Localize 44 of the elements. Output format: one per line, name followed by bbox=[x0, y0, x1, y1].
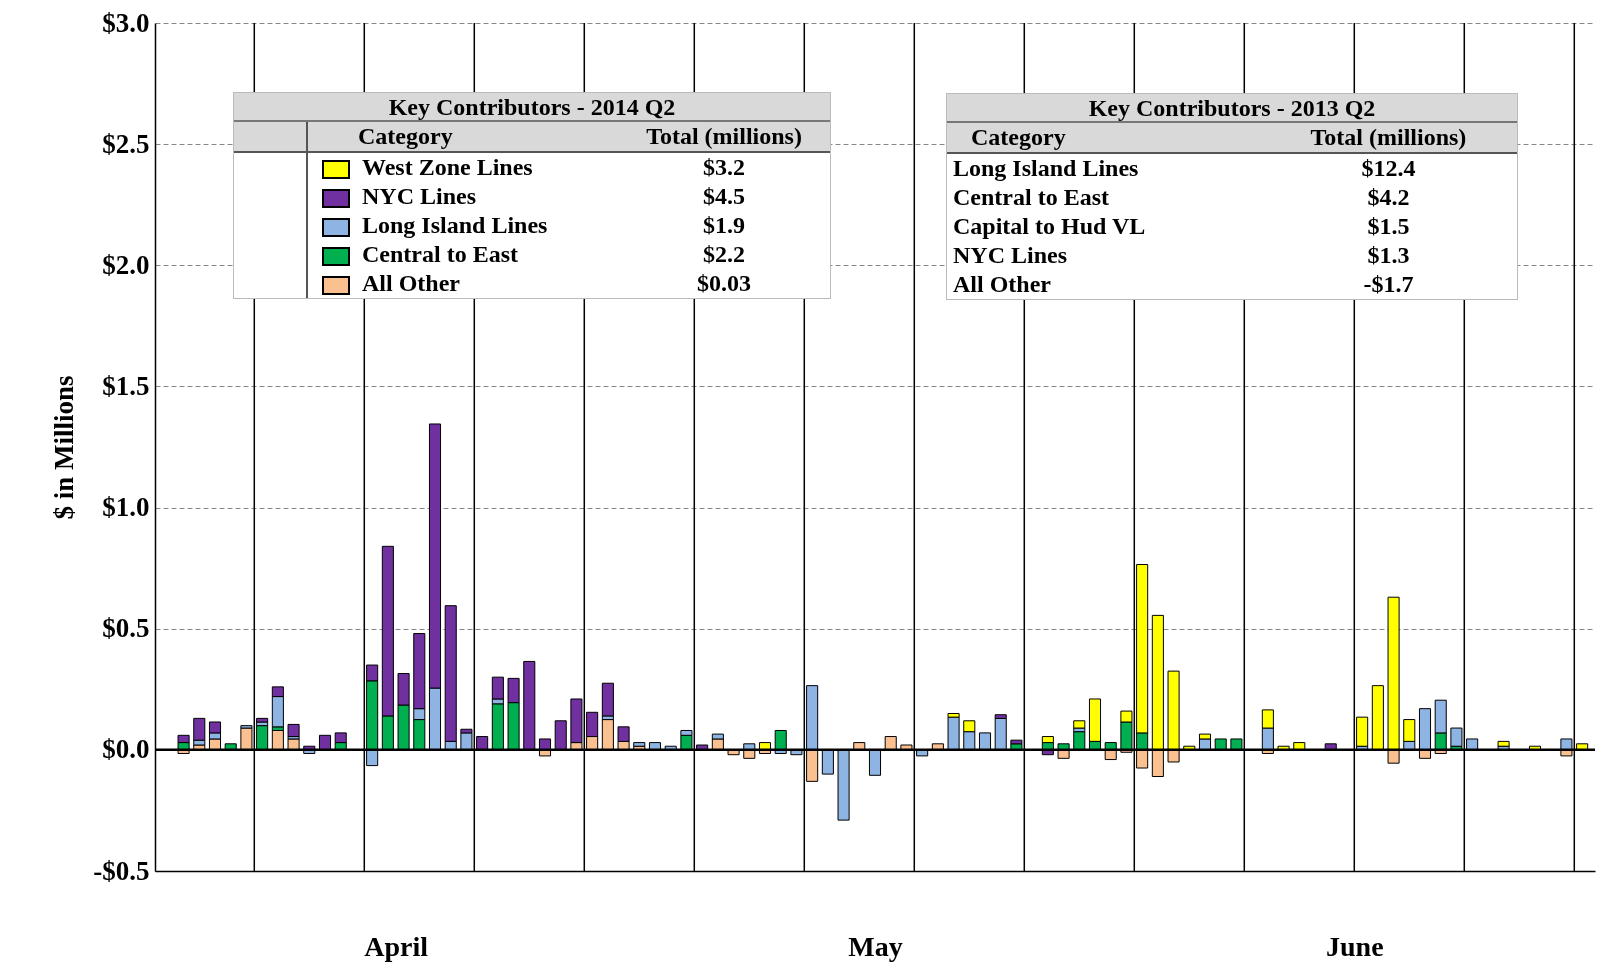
annotation: $4.5 bbox=[702, 182, 747, 211]
annotation: Long Island Lines bbox=[952, 154, 1140, 183]
annotation: $1.3 bbox=[1366, 241, 1411, 270]
annotation: $1.9 bbox=[702, 211, 747, 240]
x-tick-label: May bbox=[848, 930, 903, 962]
y-tick-label: $2.0 bbox=[102, 249, 150, 280]
x-tick-label: April bbox=[364, 930, 429, 962]
y-axis-title: $ in Millions bbox=[49, 375, 80, 520]
annotation: $3.2 bbox=[702, 153, 747, 182]
legend-label: Central to East bbox=[307, 240, 619, 269]
y-tick-label: $1.0 bbox=[102, 492, 150, 523]
y-tick-label: $0.0 bbox=[102, 734, 150, 765]
annotation: Category bbox=[947, 123, 1260, 153]
annotation: All Other bbox=[952, 270, 1052, 299]
y-tick-label: $1.5 bbox=[102, 370, 150, 401]
y-tick-label: $0.5 bbox=[102, 613, 150, 644]
annotation: Total (millions) bbox=[618, 122, 830, 152]
bar bbox=[1073, 720, 1086, 729]
annotation: -$1.7 bbox=[1362, 270, 1415, 299]
legend-label: NYC Lines bbox=[307, 182, 619, 211]
bar bbox=[1497, 740, 1510, 747]
x-tick-label: June bbox=[1326, 930, 1384, 962]
annotation: Total (millions) bbox=[1259, 123, 1517, 153]
y-tick-label: $2.5 bbox=[102, 128, 150, 159]
annotation: $0.03 bbox=[696, 269, 753, 298]
legend-label: West Zone Lines bbox=[307, 152, 619, 182]
annotation: $2.2 bbox=[702, 240, 747, 269]
annotation: Capital to Hud VL bbox=[952, 212, 1147, 241]
legend-label: Long Island Lines bbox=[307, 211, 619, 240]
bar bbox=[601, 682, 614, 717]
annotation: $12.4 bbox=[1360, 154, 1417, 183]
annotation: NYC Lines bbox=[952, 241, 1068, 270]
legend-title: Key Contributors - 2014 Q2 bbox=[234, 93, 830, 122]
annotation: Key Contributors - 2013 Q2 bbox=[947, 94, 1517, 123]
y-tick-label: -$0.5 bbox=[93, 855, 150, 886]
y-tick-label: $3.0 bbox=[102, 7, 150, 38]
annotation: Central to East bbox=[952, 183, 1110, 212]
bar bbox=[633, 742, 646, 747]
bar bbox=[491, 676, 504, 700]
bar bbox=[287, 723, 300, 738]
annotation: $1.5 bbox=[1366, 212, 1411, 241]
annotation: $4.2 bbox=[1366, 183, 1411, 212]
annotation: Category bbox=[307, 122, 619, 152]
legend-label: All Other bbox=[307, 269, 619, 298]
